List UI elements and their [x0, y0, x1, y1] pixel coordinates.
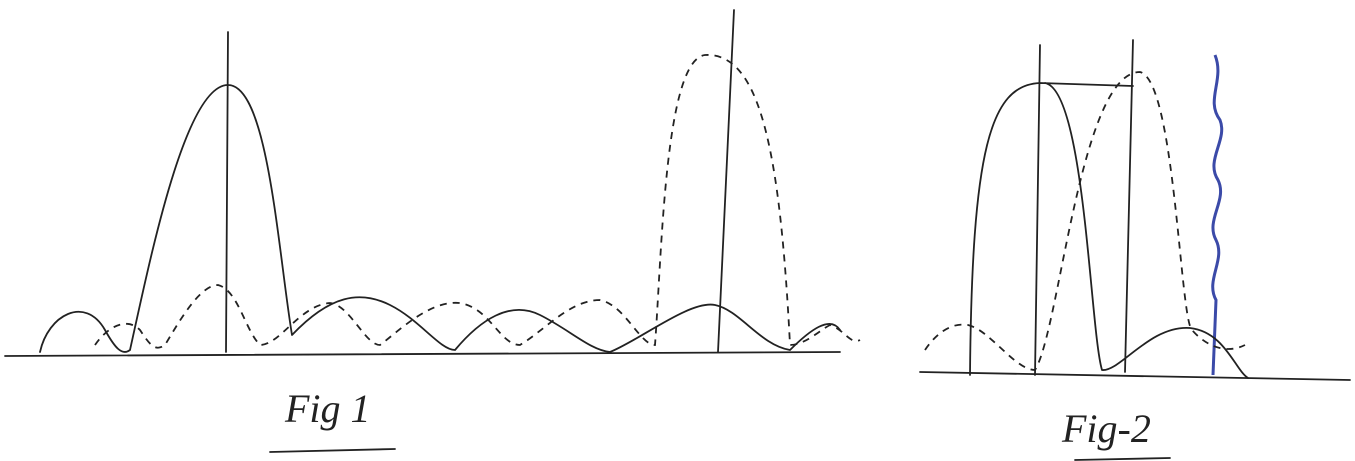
caption: Fig 1 — [284, 386, 371, 431]
center-line — [1035, 45, 1040, 375]
center-line — [1125, 40, 1133, 372]
figure-2: Fig-2 — [920, 40, 1350, 460]
figure-1: Fig 1 — [5, 10, 860, 452]
sketch: Fig 1 Fig-2 — [0, 0, 1355, 461]
baseline — [920, 372, 1350, 380]
scribble — [1213, 55, 1222, 375]
center-line — [226, 32, 228, 352]
caption: Fig-2 — [1061, 406, 1151, 451]
underline — [1075, 458, 1170, 460]
underline — [270, 449, 395, 452]
dashed-curve — [95, 55, 860, 348]
solid-curve — [970, 83, 1248, 378]
baseline — [5, 352, 840, 356]
center-line — [718, 10, 734, 352]
